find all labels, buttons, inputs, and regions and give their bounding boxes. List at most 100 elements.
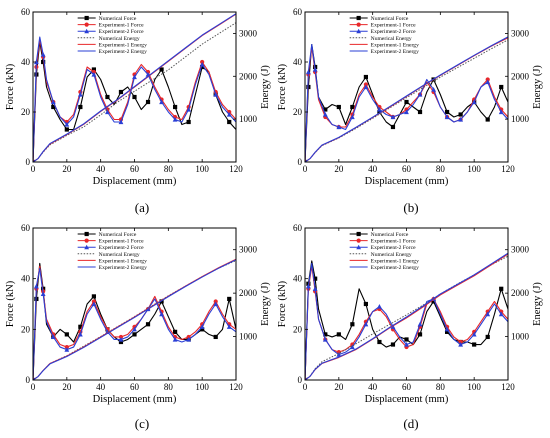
x-tick-label: 20 bbox=[62, 382, 72, 392]
x-tick-label: 100 bbox=[467, 164, 481, 174]
legend-label: Experiment-1 Force bbox=[99, 239, 144, 245]
x-tick-label: 100 bbox=[467, 382, 481, 392]
y2-tick-label: 3000 bbox=[511, 245, 530, 255]
series-line-3 bbox=[33, 36, 236, 162]
data-point bbox=[349, 114, 355, 120]
data-point bbox=[336, 124, 342, 130]
x-tick-label: 80 bbox=[164, 382, 174, 392]
legend-marker bbox=[84, 231, 89, 237]
data-point bbox=[173, 104, 178, 110]
data-point bbox=[186, 119, 191, 125]
data-point bbox=[458, 112, 463, 117]
y-tick-label: 40 bbox=[21, 274, 31, 284]
x-tick-label: 40 bbox=[96, 164, 106, 174]
x-tick-label: 80 bbox=[436, 382, 446, 392]
legend-marker bbox=[356, 244, 362, 250]
data-point bbox=[77, 92, 83, 97]
y2-tick-label: 3000 bbox=[511, 28, 530, 38]
data-point bbox=[472, 342, 477, 347]
series-line-3 bbox=[305, 43, 508, 162]
series-group bbox=[305, 36, 508, 162]
y-tick-label: 60 bbox=[293, 223, 303, 233]
y2-tick-label: 1000 bbox=[239, 332, 258, 342]
data-point bbox=[172, 336, 178, 342]
x-tick-label: 40 bbox=[96, 382, 106, 392]
data-point bbox=[91, 301, 97, 307]
data-point bbox=[33, 283, 39, 289]
data-point bbox=[323, 107, 328, 112]
data-point bbox=[322, 336, 328, 342]
data-point bbox=[132, 74, 137, 80]
data-point bbox=[132, 332, 137, 337]
data-point bbox=[145, 99, 151, 105]
series-line-2 bbox=[305, 46, 508, 162]
x-tick-label: 0 bbox=[303, 382, 308, 392]
x-tick-label: 40 bbox=[368, 164, 378, 174]
data-point bbox=[404, 109, 409, 115]
data-point bbox=[363, 84, 369, 90]
data-point bbox=[118, 339, 124, 345]
data-point bbox=[105, 94, 110, 100]
data-point bbox=[305, 283, 311, 289]
data-point bbox=[305, 69, 311, 75]
data-point bbox=[213, 334, 218, 340]
series-line-5 bbox=[305, 37, 508, 162]
legend-label: Experiment-2 Energy bbox=[99, 49, 147, 55]
series-line-4 bbox=[305, 255, 508, 380]
data-point bbox=[51, 104, 56, 110]
data-point bbox=[377, 304, 382, 309]
data-point bbox=[417, 321, 423, 327]
series-group bbox=[305, 252, 508, 380]
data-point bbox=[417, 332, 423, 337]
data-point bbox=[199, 324, 205, 329]
panels: 0 20 40 60 80 100 1200204060100020003000Displa… bbox=[5, 7, 543, 405]
x-tick-label: 120 bbox=[229, 382, 243, 392]
data-point bbox=[499, 286, 504, 291]
data-point bbox=[390, 124, 396, 130]
data-point bbox=[444, 114, 450, 120]
legend-label: Numerical Force bbox=[371, 16, 409, 22]
data-point bbox=[390, 342, 396, 347]
legend-label: Experiment-2 Energy bbox=[99, 265, 147, 271]
data-point bbox=[200, 327, 205, 332]
data-point bbox=[64, 127, 69, 132]
data-point bbox=[227, 119, 232, 125]
y2-tick-label: 1000 bbox=[511, 114, 530, 124]
panel-label-a: (a) bbox=[135, 200, 149, 215]
x-tick-label: 60 bbox=[402, 164, 412, 174]
chart-panel-4: 0 20 40 60 80 100 120 0 20 40 60 1000 2000 3000 Displa… bbox=[277, 223, 543, 405]
data-point bbox=[498, 109, 504, 115]
data-point bbox=[64, 344, 69, 350]
x-tick-label: 20 bbox=[334, 164, 344, 174]
y-tick-label: 60 bbox=[21, 223, 31, 233]
data-point bbox=[471, 99, 477, 105]
data-point bbox=[91, 72, 97, 77]
data-point bbox=[186, 107, 192, 112]
series-group bbox=[33, 13, 236, 162]
series-line-4 bbox=[305, 39, 508, 162]
data-point bbox=[485, 334, 490, 340]
data-point bbox=[172, 117, 178, 122]
chart-panel-1: 0 20 40 60 80 100 120 0 20 40 60 1000 2000 3000 Displa… bbox=[5, 7, 271, 187]
legend-label: Numerical Force bbox=[99, 16, 137, 22]
data-point bbox=[40, 52, 46, 57]
y-tick-label: 0 bbox=[298, 375, 303, 385]
y2-axis-title: Energy (J) bbox=[260, 282, 271, 326]
y-axis-title: Force (kN) bbox=[5, 280, 16, 327]
y2-axis-title: Energy (J) bbox=[532, 65, 543, 109]
series-line-6 bbox=[305, 36, 508, 162]
x-tick-label: 80 bbox=[436, 164, 446, 174]
data-point bbox=[118, 89, 124, 95]
data-point bbox=[458, 117, 464, 122]
data-point bbox=[213, 301, 219, 307]
x-tick-label: 0 bbox=[303, 164, 308, 174]
data-point bbox=[498, 311, 504, 317]
series-line-6 bbox=[305, 252, 508, 380]
x-tick-label: 120 bbox=[229, 164, 243, 174]
y-tick-label: 40 bbox=[293, 274, 303, 284]
series-line-6 bbox=[33, 13, 236, 162]
data-point bbox=[226, 324, 232, 329]
